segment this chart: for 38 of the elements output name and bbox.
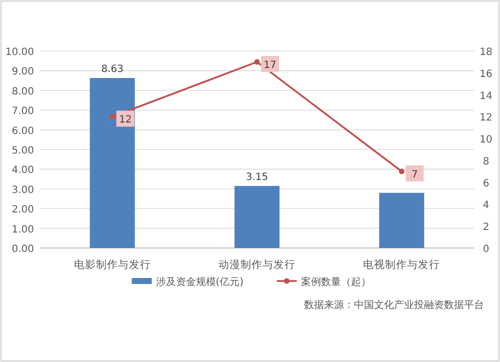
- y-tick-label: 8.00: [12, 86, 34, 98]
- legend-label: 涉及资金规模(亿元): [156, 276, 244, 288]
- data-label: 17: [264, 60, 276, 71]
- x-tick-label: 动漫制作与发行: [218, 258, 296, 271]
- y-tick-label: 4.00: [12, 165, 34, 176]
- y-tick-label: 1.00: [12, 224, 34, 236]
- bar: [90, 78, 135, 248]
- point: [398, 168, 404, 174]
- legend-label: 案例数量（起）: [300, 276, 371, 288]
- x-tick-label: 电影制作与发行: [74, 258, 151, 271]
- y-tick-label: 2.00: [12, 204, 34, 216]
- y-tick-label: 0.00: [12, 244, 34, 255]
- data-label: 7: [411, 169, 418, 180]
- y2-tick-label: 0: [482, 244, 490, 255]
- y2-tick-label: 16: [480, 68, 492, 80]
- data-label: 3.15: [246, 172, 268, 183]
- y2-tick-label: 4: [482, 200, 490, 212]
- y-tick-label: 5.00: [12, 146, 34, 156]
- point: [254, 59, 260, 65]
- y2-tick-label: 6: [482, 178, 490, 190]
- y-tick-label: 9.00: [12, 66, 34, 78]
- bar: [234, 186, 280, 248]
- y2-tick-label: 2: [482, 222, 490, 234]
- y-tick-label: 3.00: [12, 184, 34, 196]
- x-tick-label: 电视制作与发行: [363, 258, 440, 271]
- bar: [379, 192, 424, 248]
- data-label: 8.63: [101, 64, 124, 75]
- y2-tick-label: 12: [480, 112, 492, 124]
- point: [110, 114, 116, 120]
- source-note: 数据来源：中国文化产业投融资数据平台: [304, 299, 484, 311]
- y-tick-label: 6.00: [12, 126, 34, 137]
- y2-tick-label: 8: [482, 156, 490, 168]
- y2-tick-label: 14: [480, 90, 492, 102]
- y-tick-label: 7.00: [12, 106, 34, 118]
- data-label: 12: [118, 114, 132, 126]
- y2-tick-label: 18: [480, 47, 492, 58]
- y-tick-label: 10.00: [5, 47, 34, 58]
- y2-tick-label: 10: [480, 134, 492, 146]
